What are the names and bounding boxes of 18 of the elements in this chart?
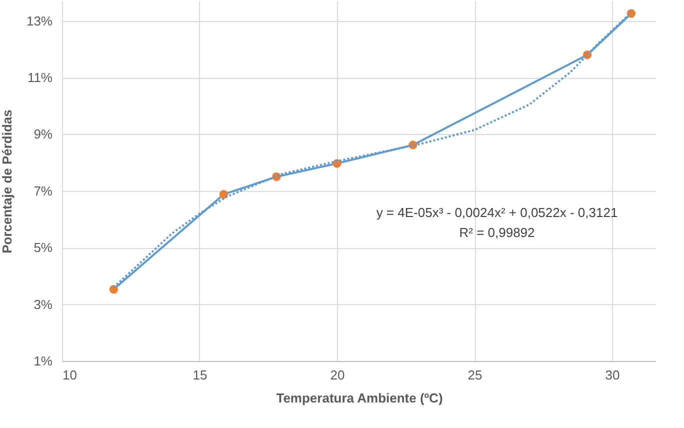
x-axis-title: Temperatura Ambiente (ºC)	[276, 390, 443, 406]
y-tick-label: 5%	[34, 240, 53, 256]
annotation: R² = 0,99892	[459, 225, 535, 240]
point	[219, 190, 228, 199]
y-tick-label: 11%	[27, 70, 53, 86]
y-tick-label: 1%	[34, 354, 53, 368]
y-axis-title: Porcentaje de Pérdidas	[0, 110, 14, 254]
x-tick-label: 20	[330, 368, 345, 382]
x-tick-label: 25	[468, 368, 482, 382]
annotation: y = 4E-05x³ - 0,0024x² + 0,0522x - 0,3121	[376, 205, 618, 220]
y-tick-label: 7%	[34, 183, 53, 198]
y-tick-label: 9%	[34, 126, 53, 142]
y-tick-label: 3%	[34, 296, 53, 312]
x-tick-label: 15	[192, 368, 208, 382]
x-tick-label: 30	[605, 368, 620, 382]
x-tick-label: 10	[62, 368, 77, 382]
point	[109, 284, 118, 294]
y-tick-label: 13%	[26, 13, 53, 28]
